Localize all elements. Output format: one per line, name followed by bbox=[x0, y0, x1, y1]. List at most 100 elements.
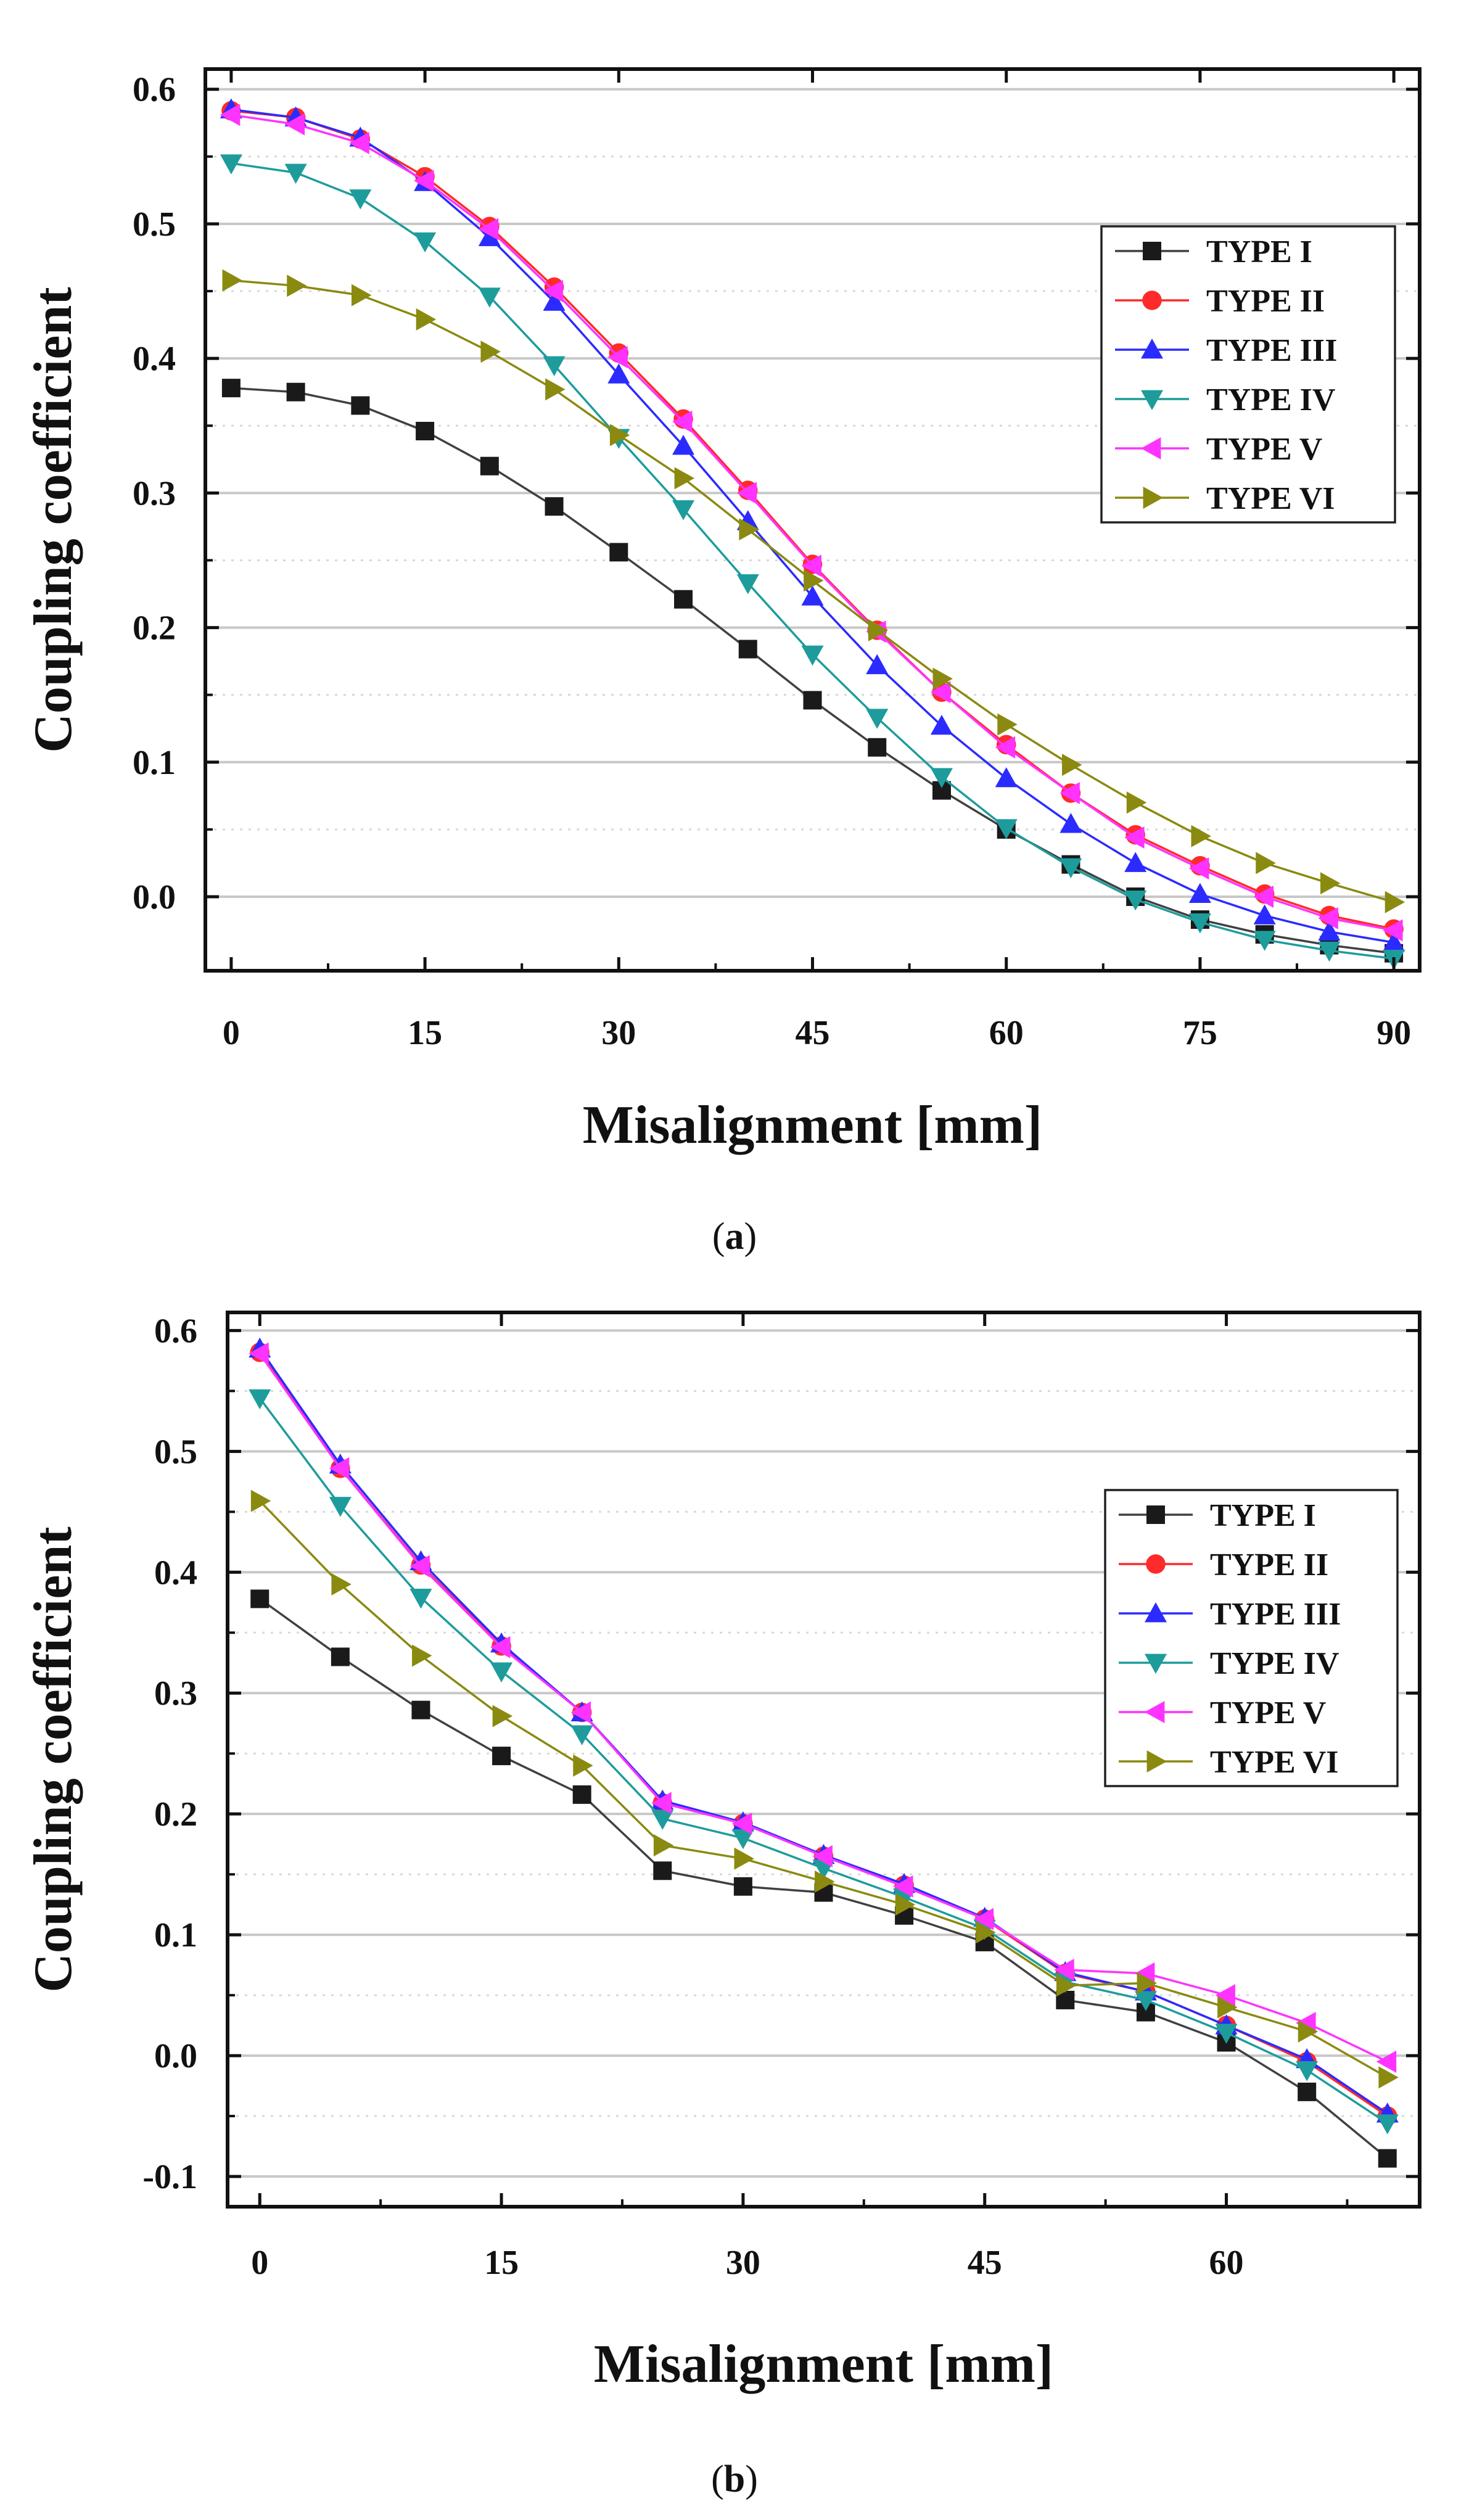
legend-marker bbox=[1146, 1505, 1165, 1524]
data-point bbox=[609, 424, 630, 447]
series-type-vi bbox=[250, 1489, 1399, 2089]
data-point bbox=[329, 1457, 350, 1480]
data-point bbox=[815, 1870, 835, 1893]
data-point bbox=[731, 1812, 752, 1835]
data-point bbox=[866, 709, 889, 729]
figure-caption: (a) bbox=[712, 1216, 757, 1258]
x-axis-title: Misalignment [mm] bbox=[583, 1095, 1042, 1155]
y-axis-title: Coupling coefficient bbox=[23, 1526, 83, 1992]
legend-label: TYPE IV bbox=[1206, 382, 1335, 418]
data-point bbox=[736, 574, 759, 595]
legend-label: TYPE II bbox=[1206, 284, 1325, 319]
data-point bbox=[1188, 913, 1211, 934]
data-point bbox=[492, 1747, 511, 1766]
legend-item: TYPE III bbox=[1119, 1597, 1341, 1632]
data-point bbox=[1215, 2024, 1238, 2044]
data-point bbox=[1253, 885, 1274, 908]
data-point bbox=[607, 363, 630, 384]
legend-item: TYPE I bbox=[1115, 234, 1312, 270]
legend-marker bbox=[1141, 390, 1163, 410]
data-point bbox=[868, 738, 887, 757]
y-tick-label: 0.6 bbox=[154, 1312, 197, 1350]
series-type-vi bbox=[222, 269, 1405, 913]
data-point bbox=[1124, 852, 1147, 872]
caption-paren: ) bbox=[744, 1216, 757, 1258]
data-point bbox=[736, 482, 757, 504]
data-point bbox=[973, 1908, 994, 1930]
y-tick-label: 0.5 bbox=[133, 205, 176, 244]
data-point bbox=[249, 1389, 271, 1410]
x-tick-label: 60 bbox=[1209, 2244, 1244, 2282]
data-point bbox=[1253, 904, 1276, 924]
data-point bbox=[572, 1785, 591, 1804]
data-point bbox=[409, 1555, 430, 1578]
data-point bbox=[220, 104, 241, 126]
data-point bbox=[607, 345, 628, 368]
data-point bbox=[995, 767, 1018, 788]
data-point bbox=[672, 434, 695, 455]
legend-label: TYPE I bbox=[1206, 234, 1312, 270]
data-point bbox=[545, 378, 566, 401]
data-point bbox=[1056, 1974, 1077, 1997]
data-point bbox=[331, 1573, 352, 1596]
data-point bbox=[1060, 781, 1080, 804]
data-point bbox=[329, 1497, 352, 1517]
legend-marker bbox=[1145, 1653, 1167, 1674]
data-point bbox=[803, 691, 822, 710]
x-tick-label: 90 bbox=[1376, 1014, 1411, 1052]
data-point bbox=[351, 284, 372, 307]
data-point bbox=[1256, 852, 1276, 875]
series-type-iv bbox=[220, 154, 1405, 970]
data-point bbox=[543, 290, 566, 311]
legend-marker bbox=[1141, 339, 1163, 359]
data-point bbox=[734, 1847, 754, 1870]
chart-panel-a: 0.0 0.1 0.2 0.3 0.4 0.5 0.6 0 15 30 45 60 75 90 Misali… bbox=[23, 67, 1422, 1258]
figure-caption: (b) bbox=[711, 2458, 758, 2500]
y-tick-label: 0.3 bbox=[133, 474, 176, 513]
series-type-v bbox=[220, 104, 1403, 942]
x-tick-label: 0 bbox=[251, 2244, 268, 2282]
data-point bbox=[543, 356, 566, 377]
data-point bbox=[249, 1342, 269, 1365]
y-tick-label: -0.1 bbox=[142, 2158, 197, 2196]
data-point bbox=[801, 585, 824, 606]
data-point bbox=[1253, 931, 1276, 951]
x-tick-label: 75 bbox=[1183, 1014, 1217, 1052]
data-point bbox=[1318, 941, 1341, 962]
chart-panel-b: -0.1 0.0 0.1 0.2 0.3 0.4 0.5 0.6 0 15 30 45 60 Misali… bbox=[23, 1311, 1422, 2500]
legend-item: TYPE I bbox=[1119, 1498, 1316, 1533]
legend-label: TYPE V bbox=[1206, 432, 1322, 467]
y-tick-label: 0.3 bbox=[154, 1674, 197, 1713]
data-point bbox=[412, 1644, 432, 1667]
data-point bbox=[1060, 813, 1082, 833]
x-tick-label: 45 bbox=[796, 1014, 830, 1052]
data-point bbox=[1296, 2061, 1319, 2081]
legend-box bbox=[1100, 225, 1396, 524]
data-point bbox=[609, 543, 628, 562]
data-point bbox=[651, 1792, 672, 1814]
legend-marker bbox=[1142, 290, 1162, 310]
legend: TYPE I TYPE II TYPE III TYPE IV TYPE V TYPE V… bbox=[1104, 1489, 1399, 1787]
data-point bbox=[672, 500, 695, 521]
data-point bbox=[731, 1829, 754, 1850]
data-point bbox=[995, 736, 1016, 759]
data-point bbox=[672, 410, 693, 433]
caption-paren: ) bbox=[745, 2458, 758, 2500]
data-point bbox=[416, 308, 437, 331]
data-point bbox=[653, 1834, 674, 1857]
data-point bbox=[1378, 2149, 1397, 2168]
data-point bbox=[416, 421, 435, 440]
data-point bbox=[1124, 890, 1147, 911]
legend-label: TYPE III bbox=[1210, 1597, 1341, 1632]
data-point bbox=[480, 456, 499, 476]
legend-marker bbox=[1145, 1602, 1167, 1623]
data-point bbox=[1137, 1972, 1157, 1995]
x-tick-label: 30 bbox=[726, 2244, 760, 2282]
data-point bbox=[220, 154, 242, 175]
legend-label: TYPE I bbox=[1210, 1498, 1316, 1533]
y-tick-label: 0.5 bbox=[154, 1433, 197, 1471]
data-point bbox=[284, 113, 305, 136]
legend-item: TYPE VI bbox=[1119, 1745, 1339, 1780]
legend-marker bbox=[1141, 437, 1161, 459]
